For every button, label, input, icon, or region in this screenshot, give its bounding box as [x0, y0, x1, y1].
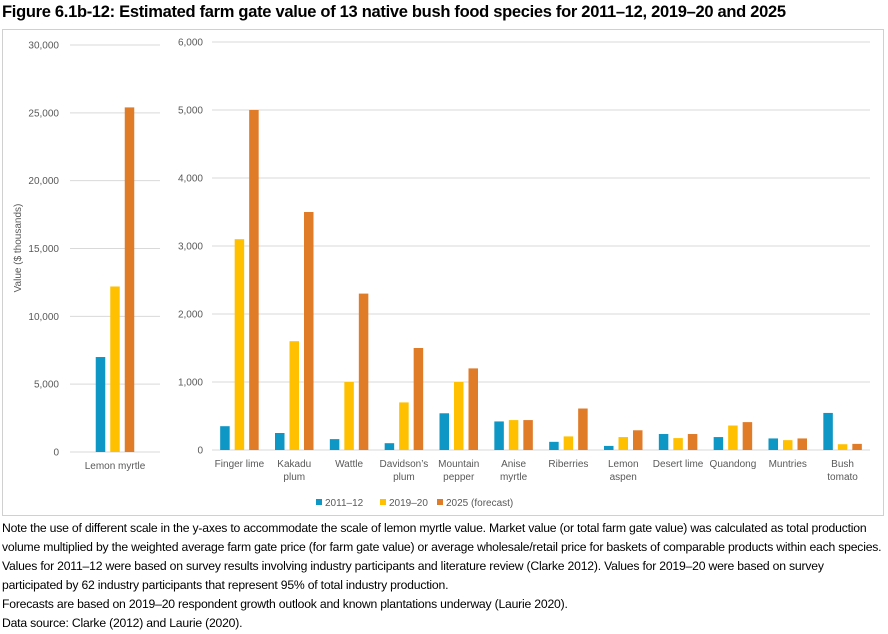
bar-2011-12	[713, 437, 724, 450]
bar-2019-20	[508, 420, 519, 450]
bar-2019-20	[618, 437, 628, 450]
bar-2025-forecast-	[124, 107, 135, 452]
bar-2019-20	[454, 382, 464, 450]
legend-label: 2025 (forecast)	[446, 498, 513, 509]
bar-2011-12	[768, 438, 778, 450]
bar-2011-12	[494, 421, 504, 450]
legend-swatch	[437, 499, 443, 505]
bar-2025-forecast-	[413, 348, 424, 450]
category-label: Bush	[831, 459, 854, 470]
y-tick-label: 5,000	[178, 106, 203, 117]
bar-2025-forecast-	[633, 430, 643, 450]
category-label: aspen	[610, 472, 637, 483]
category-label: Lemon	[608, 459, 639, 470]
bar-2025-forecast-	[358, 293, 369, 450]
bar-2019-20	[289, 341, 299, 450]
y-axis-label: Value ($ thousands)	[13, 204, 24, 293]
bar-2019-20	[563, 436, 574, 450]
y-tick-label: 0	[53, 448, 59, 459]
bar-2019-20	[673, 438, 683, 450]
bar-2019-20	[783, 440, 793, 450]
category-label: plum	[393, 472, 415, 483]
category-label: Davidson’s	[380, 459, 429, 470]
bar-2019-20	[837, 444, 848, 450]
bar-chart: 0 5,000 10,000 15,000 20,000 25,000 30,000 Lemo…	[13, 38, 870, 509]
bar-2019-20	[344, 382, 354, 450]
category-label: Quandong	[710, 459, 757, 470]
legend-label: 2019–20	[389, 498, 428, 509]
category-label: Kakadu	[277, 459, 311, 470]
category-label: Mountain	[438, 459, 479, 470]
y-tick-label: 5,000	[34, 380, 59, 391]
y-tick-label: 4,000	[178, 174, 203, 185]
bar-2025-forecast-	[468, 368, 478, 450]
y-tick-label: 20,000	[28, 176, 59, 187]
category-label: Lemon myrtle	[85, 461, 146, 472]
bar-2011-12	[329, 439, 340, 450]
bar-2019-20	[234, 239, 245, 450]
bar-2025-forecast-	[304, 212, 314, 450]
bar-2025-forecast-	[742, 422, 753, 450]
note-scale: Note the use of different scale in the y…	[2, 521, 882, 592]
bar-2025-forecast-	[687, 434, 698, 450]
bar-2011-12	[658, 434, 669, 450]
bar-2011-12	[95, 357, 106, 452]
y-tick-label: 3,000	[178, 242, 203, 253]
bar-2011-12	[549, 441, 559, 450]
category-label: Anise	[501, 459, 526, 470]
category-label: plum	[283, 472, 305, 483]
bar-2025-forecast-	[578, 408, 588, 450]
bar-2025-forecast-	[852, 443, 862, 450]
bar-2025-forecast-	[249, 110, 259, 450]
figure-notes: Note the use of different scale in the y…	[2, 519, 886, 633]
category-label: pepper	[443, 472, 475, 483]
y-tick-label: 30,000	[28, 41, 59, 52]
legend-swatch	[380, 499, 386, 505]
figure-title: Figure 6.1b-12: Estimated farm gate valu…	[2, 3, 786, 21]
legend-swatch	[316, 499, 322, 505]
y-tick-label: 1,000	[178, 378, 203, 389]
category-label: tomato	[827, 472, 858, 483]
y-tick-label: 2,000	[178, 310, 203, 321]
y-tick-label: 0	[197, 446, 203, 457]
note-forecast: Forecasts are based on 2019–20 responden…	[2, 597, 568, 611]
bar-2019-20	[728, 425, 738, 450]
bar-2019-20	[399, 402, 409, 450]
category-label: Finger lime	[215, 459, 265, 470]
bar-2011-12	[823, 412, 833, 450]
bar-2025-forecast-	[523, 420, 533, 450]
bar-2019-20	[110, 286, 120, 452]
category-label: Desert lime	[653, 459, 704, 470]
bar-2025-forecast-	[797, 438, 807, 450]
y-tick-label: 10,000	[28, 312, 59, 323]
bar-2011-12	[275, 433, 285, 450]
y-tick-label: 15,000	[28, 244, 59, 255]
bar-2011-12	[220, 426, 230, 450]
note-source: Data source: Clarke (2012) and Laurie (2…	[2, 616, 243, 630]
chart-frame	[2, 29, 884, 516]
category-label: Wattle	[335, 459, 363, 470]
y-tick-label: 25,000	[28, 108, 59, 119]
bar-2011-12	[384, 443, 395, 450]
y-tick-label: 6,000	[178, 38, 203, 49]
legend-label: 2011–12	[325, 498, 364, 509]
category-label: myrtle	[500, 472, 528, 483]
category-label: Muntries	[769, 459, 807, 470]
bar-2011-12	[439, 413, 449, 450]
bar-2011-12	[604, 445, 614, 450]
category-label: Riberries	[548, 459, 588, 470]
